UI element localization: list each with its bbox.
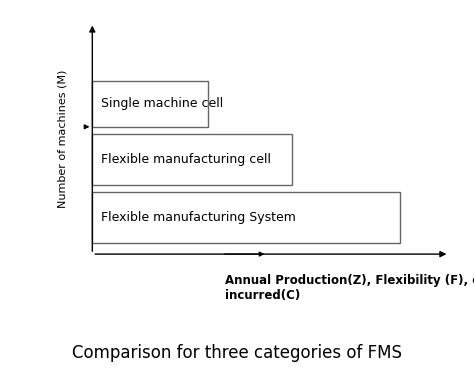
- Text: Single machine cell: Single machine cell: [101, 97, 223, 110]
- Text: Annual Production(Z), Flexibility (F), cost
incurred(C): Annual Production(Z), Flexibility (F), c…: [225, 274, 474, 302]
- Bar: [92, 80, 208, 127]
- Bar: [92, 134, 292, 184]
- Text: Number of machines (M): Number of machines (M): [57, 69, 68, 207]
- Text: Comparison for three categories of FMS: Comparison for three categories of FMS: [72, 344, 402, 362]
- Text: Flexible manufacturing cell: Flexible manufacturing cell: [101, 153, 271, 166]
- Text: Flexible manufacturing System: Flexible manufacturing System: [101, 211, 296, 224]
- Bar: [92, 192, 400, 242]
